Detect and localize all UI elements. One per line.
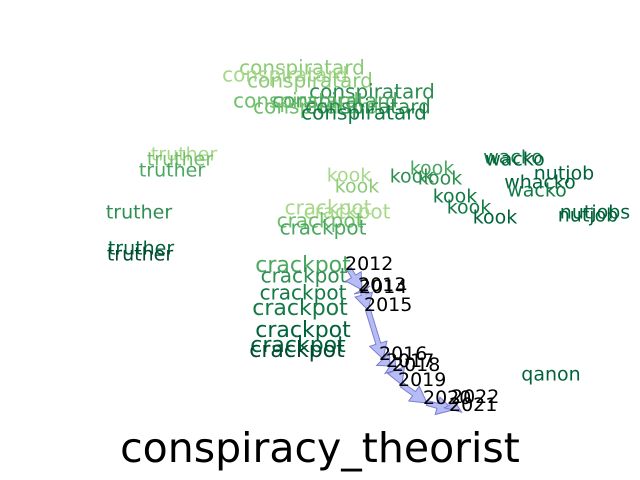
- neighbor-word-kook: kook: [433, 186, 478, 208]
- neighbor-word-kook: kook: [447, 197, 492, 219]
- neighbor-word-conspiratard: conspiratard: [301, 101, 427, 125]
- neighbor-word-wacko: wacko: [507, 180, 567, 202]
- neighbor-word-nutjobs: nutjobs: [560, 202, 630, 224]
- neighbor-word-conspiratard: conspiratard: [239, 56, 365, 80]
- neighbor-word-kook: kook: [335, 176, 380, 198]
- neighbor-word-nutjob: nutjob: [558, 205, 619, 227]
- neighbor-word-qanon: qanon: [521, 364, 580, 386]
- neighbor-word-kook: kook: [410, 158, 455, 180]
- trajectory-arrow-2014-2015: [354, 290, 374, 311]
- trajectory-arrow-2019-2020: [399, 382, 428, 404]
- neighbor-word-crackpot: crackpot: [304, 200, 391, 224]
- neighbor-word-kook: kook: [473, 207, 518, 229]
- neighbor-word-conspiratard: conspiratard: [233, 89, 359, 113]
- neighbor-word-kook: kook: [327, 165, 372, 187]
- trajectory-arrow-2016-2017: [375, 351, 391, 367]
- neighbor-word-crackpot: crackpot: [255, 253, 351, 278]
- year-label-2020: 2020: [423, 387, 471, 409]
- neighbor-word-wacko: wacko: [483, 147, 543, 169]
- trajectory-arrows-layer: [344, 267, 463, 416]
- neighbor-word-conspiratard: conspiratard: [305, 95, 431, 119]
- year-label-2016: 2016: [379, 343, 427, 365]
- neighbor-word-truther: truther: [106, 202, 172, 224]
- neighbor-word-crackpot: crackpot: [252, 296, 348, 321]
- trajectory-arrow-2013-2014: [353, 285, 371, 295]
- neighbor-word-crackpot: crackpot: [250, 333, 346, 358]
- neighbor-word-truther: truther: [151, 144, 217, 166]
- trajectory-arrow-2021-2022: [442, 401, 463, 414]
- neighbor-word-conspiratard: conspiratard: [247, 69, 373, 93]
- year-label-2021: 2021: [449, 394, 497, 416]
- neighbor-word-crackpot: crackpot: [249, 338, 345, 363]
- neighbor-word-crackpot: crackpot: [285, 196, 372, 220]
- neighbor-word-conspiratard: conspiratard: [309, 80, 435, 104]
- year-label-2015: 2015: [364, 294, 412, 316]
- trajectory-arrow-2018-2019: [386, 366, 406, 386]
- neighbor-word-kook: kook: [390, 166, 435, 188]
- neighbor-word-crackpot: crackpot: [261, 264, 348, 288]
- neighbor-word-nutjob: nutjob: [534, 163, 595, 185]
- neighbor-word-conspiratard: conspiratard: [222, 63, 348, 87]
- neighbor-word-crackpot: crackpot: [280, 216, 367, 240]
- neighbor-word-conspiratard: conspiratard: [272, 89, 398, 113]
- neighbor-word-crackpot: crackpot: [277, 209, 364, 233]
- trajectory-arrow-2015-2016: [364, 308, 388, 360]
- year-label-2014: 2014: [359, 276, 407, 298]
- trajectory-arrow-2017-2018: [383, 357, 397, 375]
- neighbor-word-truther: truther: [139, 160, 205, 182]
- neighbor-words-layer: conspiratardconspiratardconspiratardcons…: [106, 56, 630, 386]
- neighbor-word-conspiratard: conspiratard: [253, 95, 379, 119]
- neighbor-word-truther: truther: [147, 149, 213, 171]
- neighbor-word-whacko: whacko: [504, 172, 576, 194]
- neighbor-word-crackpot: crackpot: [255, 318, 351, 343]
- neighbor-word-wacko: wacko: [485, 149, 545, 171]
- neighbor-word-truther: truther: [107, 244, 173, 266]
- year-label-2019: 2019: [398, 369, 446, 391]
- target-word-title: conspiracy_theorist: [120, 424, 520, 472]
- neighbor-word-truther: truther: [108, 238, 174, 260]
- year-label-2012: 2012: [345, 253, 393, 275]
- neighbor-word-crackpot: crackpot: [260, 281, 347, 305]
- year-label-2013: 2013: [358, 274, 406, 296]
- year-label-2017: 2017: [386, 350, 434, 372]
- year-label-2022: 2022: [451, 386, 499, 408]
- year-label-2018: 2018: [392, 354, 440, 376]
- trajectory-arrow-2012-2013: [344, 267, 363, 291]
- neighbor-word-kook: kook: [418, 168, 463, 190]
- trajectory-arrow-2020-2021: [425, 396, 454, 416]
